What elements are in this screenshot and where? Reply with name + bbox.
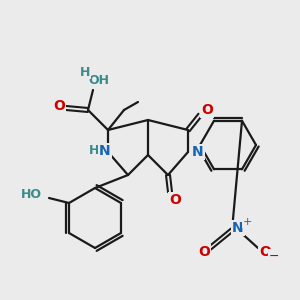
Text: O: O: [259, 245, 271, 259]
Text: O: O: [198, 245, 210, 259]
Text: +: +: [242, 217, 252, 227]
Text: N: N: [192, 145, 204, 159]
Text: −: −: [269, 250, 279, 262]
Text: H: H: [80, 65, 90, 79]
Text: O: O: [169, 193, 181, 207]
Text: HO: HO: [20, 188, 41, 202]
Text: H: H: [89, 145, 99, 158]
Text: OH: OH: [88, 74, 110, 88]
Text: O: O: [53, 99, 65, 113]
Text: N: N: [232, 221, 244, 235]
Text: O: O: [201, 103, 213, 117]
Text: N: N: [99, 144, 111, 158]
